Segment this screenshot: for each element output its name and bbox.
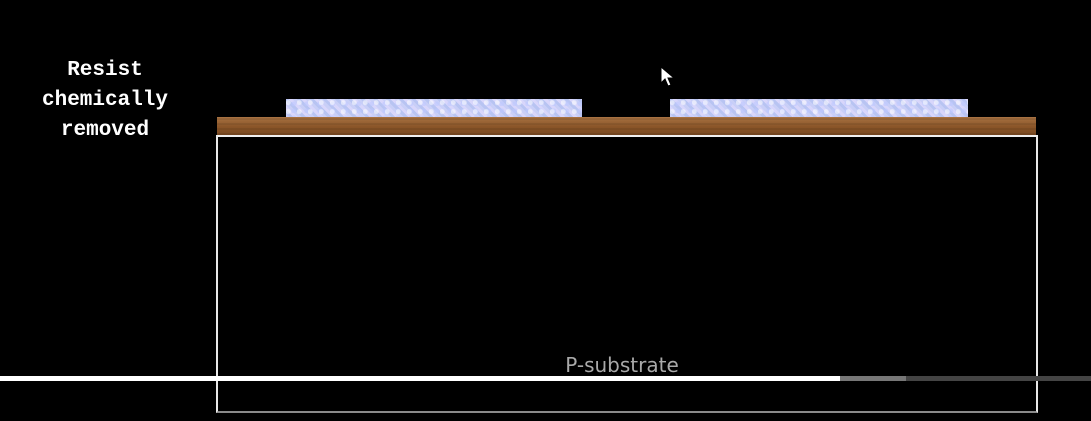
step-label: Resist chemically removed (20, 56, 190, 146)
mouse-pointer-icon (660, 66, 676, 87)
oxide-layer (217, 117, 1036, 135)
photoresist-left (286, 99, 582, 118)
step-label-line-2: chemically (41, 89, 169, 112)
video-progress-played (0, 376, 841, 381)
photoresist-right (670, 99, 968, 118)
substrate-label: P-substrate (565, 353, 679, 377)
step-label-line-3: removed (60, 119, 150, 142)
step-label-line-1: Resist (67, 59, 143, 82)
p-substrate: P-substrate (216, 135, 1038, 413)
video-progress-bar[interactable] (0, 376, 1091, 381)
